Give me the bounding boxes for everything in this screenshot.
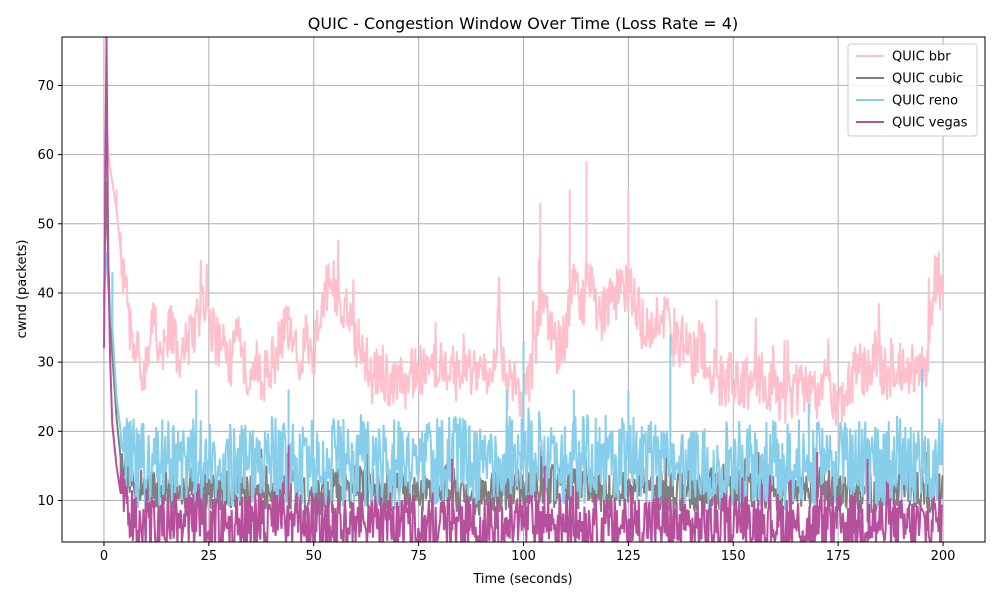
series-line xyxy=(103,251,944,511)
x-tick-label: 0 xyxy=(100,549,108,564)
x-tick-label: 50 xyxy=(305,549,322,564)
y-tick-label: 10 xyxy=(37,494,54,509)
y-tick-label: 50 xyxy=(37,217,54,232)
y-axis-label: cwnd (packets) xyxy=(15,240,30,339)
legend-label: QUIC bbr xyxy=(892,50,951,65)
y-axis-ticks: 10 20 30 40 50 60 70 xyxy=(37,79,62,509)
series-line xyxy=(103,37,944,542)
legend-box xyxy=(847,43,978,137)
x-axis-label: Time (seconds) xyxy=(472,572,572,587)
y-tick-label: 30 xyxy=(37,356,54,371)
x-tick-label: 25 xyxy=(201,549,218,564)
y-tick-label: 20 xyxy=(37,425,54,440)
x-tick-label: 125 xyxy=(616,549,641,564)
y-tick-label: 40 xyxy=(37,286,54,301)
x-tick-label: 200 xyxy=(931,549,956,564)
legend-label: QUIC reno xyxy=(892,94,958,109)
y-tick-label: 70 xyxy=(37,79,54,94)
legend: QUIC bbr QUIC cubic QUIC reno QUIC vegas xyxy=(847,43,978,137)
x-tick-label: 150 xyxy=(721,549,746,564)
chart-title: QUIC - Congestion Window Over Time (Loss… xyxy=(308,14,738,33)
legend-label: QUIC vegas xyxy=(892,116,968,131)
x-axis-ticks: 0 25 50 75 100 125 150 175 200 xyxy=(100,542,956,564)
x-tick-label: 100 xyxy=(511,549,536,564)
legend-label: QUIC cubic xyxy=(892,72,963,87)
series-layer xyxy=(103,37,944,542)
x-tick-label: 75 xyxy=(410,549,427,564)
series-line xyxy=(103,119,944,426)
x-tick-label: 175 xyxy=(826,549,851,564)
y-tick-label: 60 xyxy=(37,148,54,163)
